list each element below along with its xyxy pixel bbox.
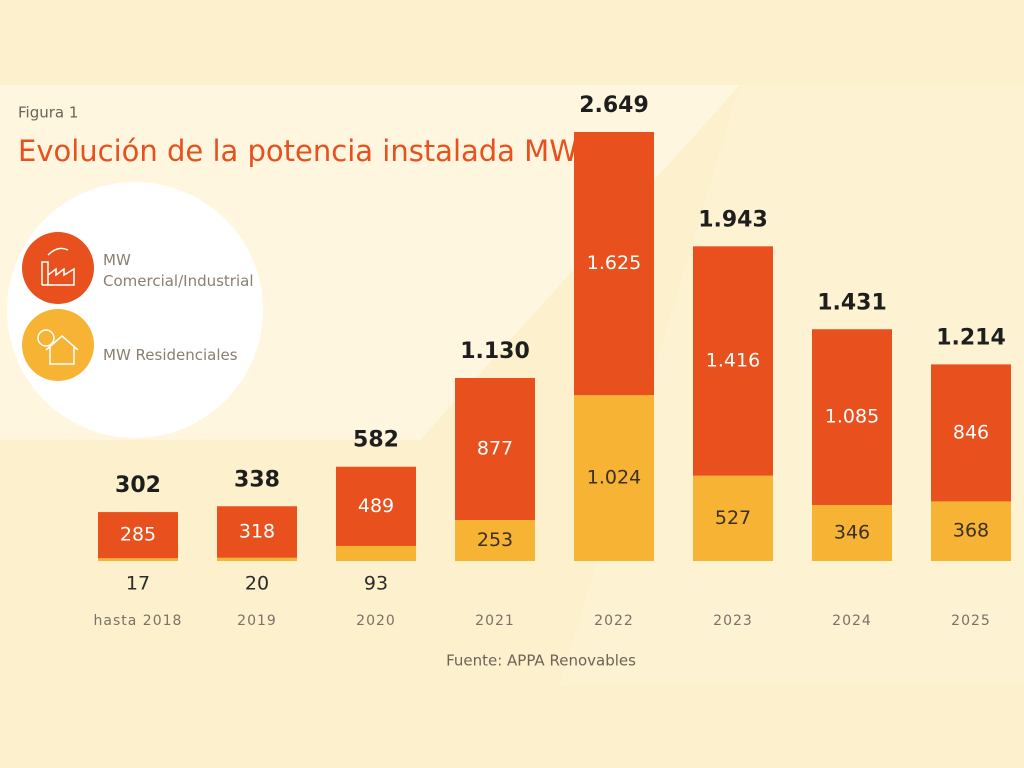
total-label: 338: [234, 467, 280, 492]
value-label: 527: [715, 507, 751, 529]
legend-icon: [22, 309, 94, 381]
value-label: 17: [126, 573, 150, 595]
value-label: 489: [358, 495, 394, 517]
value-label: 1.416: [706, 349, 760, 371]
x-tick-label: 2020: [356, 613, 396, 629]
legend-icon: [22, 232, 94, 304]
x-tick-label: 2025: [951, 613, 991, 629]
bar-segment: [931, 364, 1011, 502]
source: Fuente: APPA Renovables: [446, 652, 636, 670]
value-label: 877: [477, 438, 513, 460]
legend-label: MW Residenciales: [103, 346, 238, 364]
value-label: 1.625: [587, 252, 641, 274]
x-tick-label: 2024: [832, 613, 872, 629]
bar-segment: [217, 506, 297, 558]
bar-segment: [574, 132, 654, 396]
value-label: 253: [477, 529, 513, 551]
value-label: 93: [364, 573, 388, 595]
bar-segment: [336, 545, 416, 561]
house-icon: [37, 329, 79, 365]
total-label: 302: [115, 473, 161, 498]
value-label: 20: [245, 573, 269, 595]
bar-segment: [931, 501, 1011, 561]
bar-segment: [217, 557, 297, 561]
x-tick-label: hasta 2018: [94, 613, 183, 629]
value-label: 318: [239, 521, 275, 543]
bar-segment: [455, 377, 535, 521]
value-label: 1.085: [825, 406, 879, 428]
value-label: 368: [953, 520, 989, 542]
value-label: 846: [953, 421, 989, 443]
total-label: 1.214: [936, 325, 1006, 350]
bar-segment: [693, 475, 773, 561]
bar-segment: [336, 466, 416, 546]
chart-title: Evolución de la potencia instalada MW: [18, 134, 578, 168]
bar-segment: [98, 558, 178, 561]
value-label: 346: [834, 521, 870, 543]
bar-segment: [98, 512, 178, 559]
factory-icon: [41, 247, 75, 286]
bar-segment: [812, 504, 892, 561]
total-label: 1.943: [698, 207, 768, 232]
total-label: 2.649: [579, 93, 649, 118]
total-label: 582: [353, 428, 399, 453]
bar-segment: [693, 246, 773, 476]
legend-label: MW Comercial/Industrial: [103, 251, 254, 290]
bar-segment: [574, 395, 654, 561]
legend-circle: [7, 182, 263, 438]
value-label: 1.024: [587, 467, 641, 489]
total-label: 1.431: [817, 290, 887, 315]
bar-segment: [455, 520, 535, 561]
x-tick-label: 2019: [237, 613, 277, 629]
x-tick-label: 2022: [594, 613, 634, 629]
total-label: 1.130: [460, 339, 530, 364]
background-shape: [560, 85, 1024, 685]
x-tick-label: 2023: [713, 613, 753, 629]
x-tick-label: 2021: [475, 613, 515, 629]
value-label: 285: [120, 524, 156, 546]
bar-segment: [812, 329, 892, 505]
subtitle: Figura 1: [18, 104, 78, 122]
